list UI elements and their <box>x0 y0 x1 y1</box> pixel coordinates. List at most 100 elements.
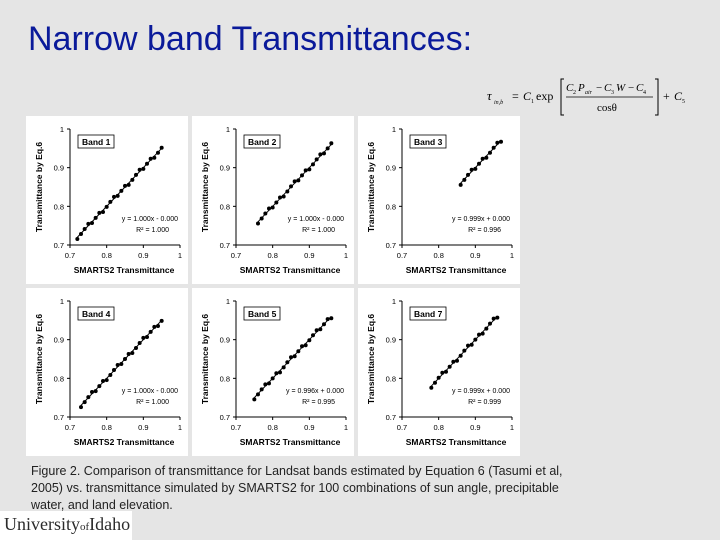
x-tick-label: 0.9 <box>470 423 480 432</box>
x-axis-label: SMARTS2 Transmittance <box>74 437 175 447</box>
r-squared: R² = 0.996 <box>468 227 501 234</box>
logo-part-idaho: Idaho <box>89 514 131 534</box>
data-point <box>473 166 478 171</box>
data-point <box>469 342 474 347</box>
y-tick-label: 0.8 <box>54 374 64 383</box>
data-point <box>267 381 271 386</box>
fit-line <box>460 140 502 184</box>
band-label: Band 3 <box>414 137 443 147</box>
x-axis-label: SMARTS2 Transmittance <box>240 265 341 275</box>
x-tick-label: 1 <box>344 251 348 260</box>
y-tick-label: 0.7 <box>386 413 396 422</box>
formula-equals: = <box>512 89 519 103</box>
x-tick-label: 1 <box>510 251 514 260</box>
y-tick-label: 0.7 <box>54 413 64 422</box>
fit-line <box>253 316 332 399</box>
y-tick-label: 0.8 <box>386 202 396 211</box>
formula-c5: C <box>674 89 683 103</box>
r-squared: R² = 0.995 <box>302 399 335 406</box>
data-point <box>329 141 334 146</box>
y-tick-label: 0.9 <box>220 336 230 345</box>
data-point <box>148 156 153 161</box>
data-point <box>101 379 105 384</box>
x-tick-label: 0.7 <box>231 423 241 432</box>
y-tick-label: 0.7 <box>54 241 64 250</box>
x-tick-label: 0.9 <box>470 251 480 260</box>
data-point <box>318 327 323 332</box>
y-axis-label: Transmittance by Eq.6 <box>34 142 44 232</box>
r-squared: R² = 1.000 <box>302 227 335 234</box>
data-point <box>292 354 297 359</box>
y-tick-label: 0.8 <box>220 202 230 211</box>
data-point <box>79 405 83 410</box>
x-tick-label: 0.9 <box>304 251 314 260</box>
band-label: Band 4 <box>82 309 111 319</box>
y-axis-label: Transmittance by Eq.6 <box>200 142 210 232</box>
formula-numer-c2: C <box>566 82 574 94</box>
x-tick-label: 1 <box>344 423 348 432</box>
fit-line <box>80 319 163 406</box>
formula-plus: + <box>663 89 670 103</box>
formula-lhs: τ <box>487 88 493 103</box>
y-tick-label: 0.9 <box>386 164 396 173</box>
y-tick-label: 0.8 <box>386 374 396 383</box>
data-point <box>480 156 485 161</box>
scatter-panel: 0.7 0.8 0.9 1 0.7 0.8 0.9 1 SMARTS2 Transmittanc… <box>358 288 520 456</box>
band-label-box <box>409 134 447 149</box>
fit-line <box>76 147 163 238</box>
y-tick-label: 0.9 <box>54 164 64 173</box>
band-label-box <box>243 134 281 149</box>
x-tick-label: 0.9 <box>138 423 148 432</box>
x-tick-label: 0.7 <box>65 251 75 260</box>
data-point <box>270 205 275 210</box>
data-point <box>97 210 102 215</box>
fit-equation: y = 1.000x - 0.000 <box>288 216 344 223</box>
data-point <box>458 182 463 187</box>
data-point <box>296 178 301 183</box>
x-tick-label: 0.8 <box>433 251 443 260</box>
data-point <box>115 193 120 198</box>
x-tick-label: 0.7 <box>65 423 75 432</box>
x-tick-label: 0.8 <box>267 423 277 432</box>
formula-numer-c3: C <box>604 82 612 94</box>
x-axis-label: SMARTS2 Transmittance <box>240 437 341 447</box>
x-axis-label: SMARTS2 Transmittance <box>406 265 507 275</box>
scatter-panel: 0.7 0.8 0.9 1 0.7 0.8 0.9 1 SMARTS2 Transmittanc… <box>192 116 354 284</box>
x-axis-label: SMARTS2 Transmittance <box>406 437 507 447</box>
logo-part-university: University <box>4 514 80 534</box>
formula-left-bracket <box>560 78 564 116</box>
r-squared: R² = 1.000 <box>136 227 169 234</box>
data-point <box>126 351 131 356</box>
formula-numer-p-sub: air <box>585 90 593 96</box>
formula-numer-p: P <box>577 82 585 94</box>
data-point <box>93 389 98 394</box>
band-label: Band 7 <box>414 309 443 319</box>
slide-title: Narrow band Transmittances: <box>28 20 473 58</box>
scatter-panel: 0.7 0.8 0.9 1 0.7 0.8 0.9 1 SMARTS2 Transmittanc… <box>26 116 188 284</box>
band-label-box <box>243 306 281 321</box>
fit-line <box>257 144 332 223</box>
y-tick-label: 0.7 <box>220 413 230 422</box>
y-tick-label: 0.9 <box>220 164 230 173</box>
data-point <box>90 220 94 225</box>
x-axis-label: SMARTS2 Transmittance <box>74 265 175 275</box>
x-tick-label: 0.8 <box>101 423 111 432</box>
y-tick-label: 1 <box>226 125 230 134</box>
x-tick-label: 0.7 <box>397 423 407 432</box>
data-point <box>145 334 149 339</box>
scatter-panel: 0.7 0.8 0.9 1 0.7 0.8 0.9 1 SMARTS2 Transmittanc… <box>192 288 354 456</box>
y-tick-label: 0.8 <box>54 202 64 211</box>
x-tick-label: 0.8 <box>433 423 443 432</box>
band-label: Band 5 <box>248 309 277 319</box>
data-point <box>75 237 80 242</box>
y-tick-label: 1 <box>392 297 396 306</box>
band-label: Band 2 <box>248 137 277 147</box>
band-label-box <box>77 134 115 149</box>
band-label: Band 1 <box>82 137 111 147</box>
band-label-box <box>77 306 115 321</box>
formula-lhs-sub: in,b <box>494 100 503 106</box>
formula-numer-c4: C <box>636 82 644 94</box>
data-point <box>477 332 481 337</box>
